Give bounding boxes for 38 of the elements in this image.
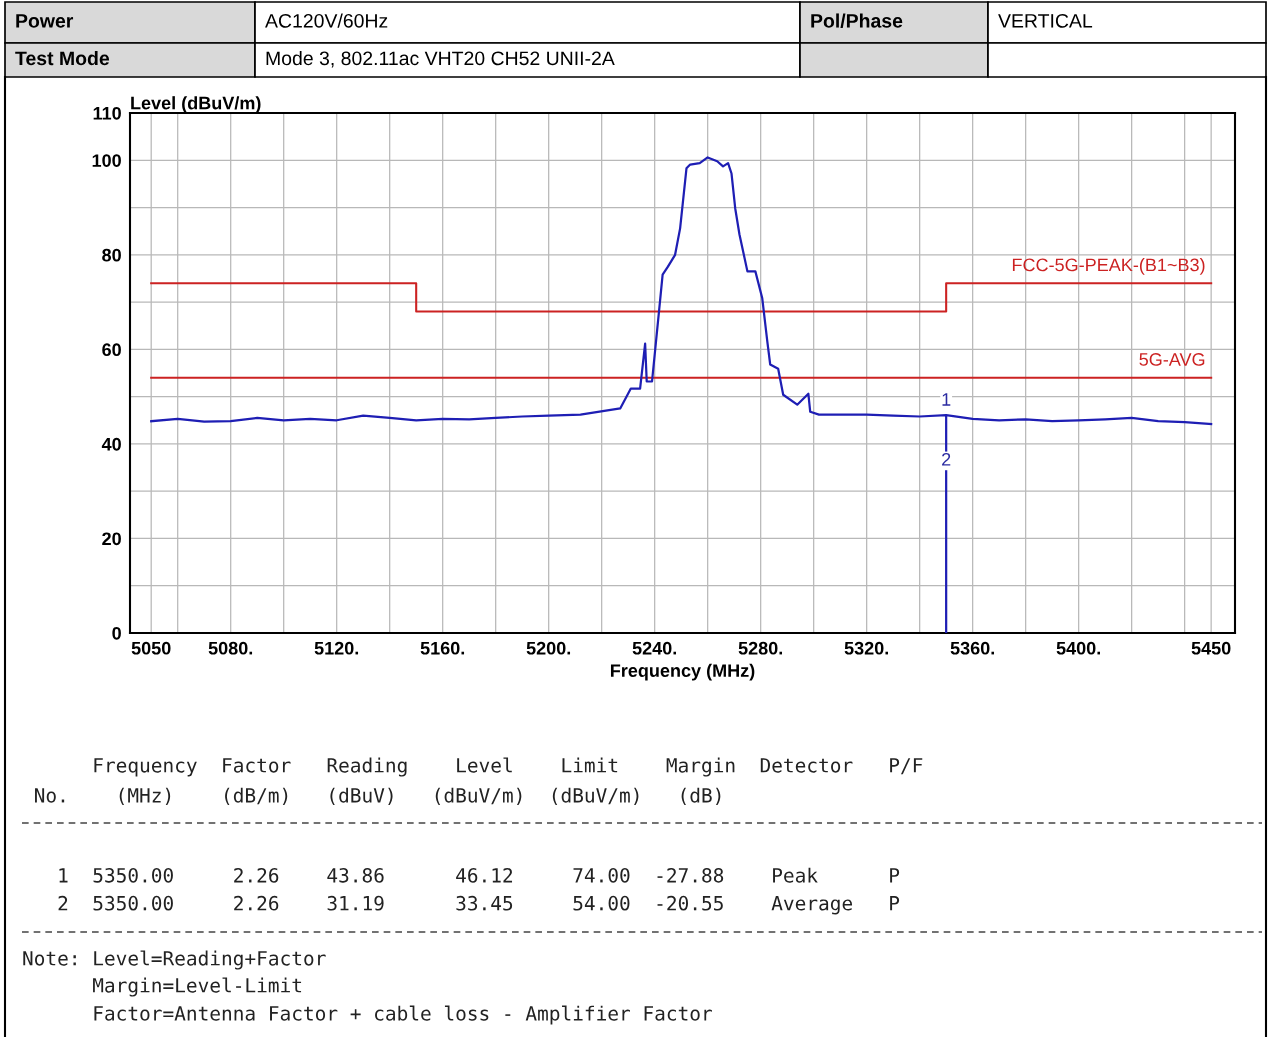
x-axis-title: Frequency (MHz): [610, 663, 755, 681]
text: Power: [16, 14, 74, 28]
y-tick-label: 20: [102, 532, 121, 546]
text: 1 5350.00 2.26 43.86 46.12 74.00 -27.88 Peak P: [59, 867, 900, 883]
x-tick-label: 5320.: [844, 641, 889, 655]
y-tick-label: 40: [101, 437, 121, 451]
series-label: 5G-AVG: [1139, 353, 1205, 366]
line-series: [150, 156, 1213, 633]
series-label: FCC-5G-PEAK-(B1~B3): [1012, 258, 1205, 275]
x-tick-label: 5160.: [420, 641, 465, 655]
text: Note: Level=Reading+Factor: [23, 950, 326, 970]
text: No. (MHz) (dB/m) (dBuV) (dBuV/m) (dBuV/m) (dB): [35, 787, 721, 805]
x-tick-label: 5200.: [526, 641, 571, 655]
text: Factor=Antenna Factor + cable loss - Amplifier Factor: [94, 1005, 712, 1025]
text: Test Mode: [15, 50, 110, 66]
text: Mode 3, 802.11ac VHT20 CH52 UNII-2A: [266, 50, 615, 68]
y-tick-label: 100: [92, 154, 121, 167]
x-tick-label: 5400.: [1056, 641, 1101, 655]
text: 2 5350.00 2.26 31.19 33.45 54.00 -20.55 Average P: [58, 895, 900, 915]
text: Frequency Factor Reading Level Limit Margin Detector P/F: [94, 757, 923, 777]
x-tick-label: 5050: [131, 641, 171, 655]
annotation: 1: [942, 393, 951, 406]
y-tick-label: 110: [93, 106, 121, 120]
y-tick-label: 80: [102, 248, 121, 262]
x-tick-label: 5450: [1191, 641, 1231, 655]
x-tick-label: 5240.: [632, 641, 677, 655]
text: Margin=Level-Limit: [93, 977, 302, 997]
annotation: 2: [942, 452, 951, 466]
text: AC120V/60Hz: [265, 13, 388, 28]
x-tick-label: 5360.: [950, 641, 995, 655]
text: VERTICAL: [998, 13, 1093, 28]
y-tick-label: 60: [102, 343, 121, 357]
x-tick-label: 5120.: [314, 641, 359, 655]
y-axis-title: Level (dBuV/m): [131, 96, 261, 113]
y-tick-label: 0: [112, 626, 121, 640]
x-tick-label: 5080.: [208, 641, 253, 655]
x-tick-label: 5280.: [738, 641, 783, 655]
text: Pol/Phase: [811, 13, 903, 28]
